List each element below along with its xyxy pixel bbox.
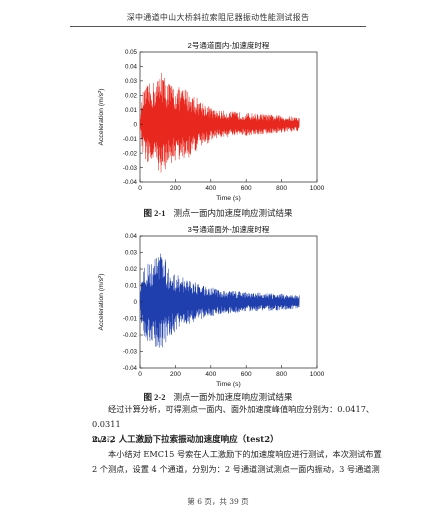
x-tick-label: 800: [276, 185, 287, 192]
x-tick-label: 400: [205, 371, 216, 378]
result-paragraph: 经过计算分析，可得测点一面内、面外加速度峰值响应分别为：0.0417、0.031…: [92, 402, 382, 447]
y-tick-label: 0.01: [125, 107, 138, 114]
x-axis-label: Time (s): [216, 381, 241, 388]
y-tick-label: 0: [134, 121, 138, 128]
x-tick-label: 0: [138, 185, 142, 192]
result-unit: m/s²。: [92, 434, 119, 444]
y-tick-label: 0.05: [125, 49, 138, 56]
y-tick-label: 0: [134, 299, 138, 306]
y-tick-label: -0.03: [123, 165, 138, 172]
y-tick-label: 0.04: [125, 64, 138, 71]
x-tick-label: 800: [276, 371, 287, 378]
y-tick-label: -0.04: [123, 365, 138, 372]
figure-1-number: 图 2-1: [143, 208, 166, 218]
figure-1-caption: 图 2-1 测点一面内加速度响应测试结果: [0, 207, 436, 219]
x-tick-label: 200: [170, 185, 181, 192]
y-tick-label: 0.03: [125, 78, 138, 85]
x-tick-label: 1000: [310, 371, 325, 378]
figure-2-text: 测点一面外加速度响应测试结果: [173, 393, 293, 403]
y-tick-label: -0.01: [123, 316, 138, 323]
y-tick-label: -0.04: [123, 179, 138, 186]
y-tick-label: 0.02: [125, 93, 138, 100]
chart-1: 2号通道面内-加速度时程 0 200 400 600 800 1000 -0.04 -0.03 -…: [98, 40, 325, 202]
y-tick-label: 0.02: [125, 266, 138, 273]
section-title: 人工激励下拉索振动加速度响应（test2）: [118, 435, 279, 445]
y-tick-label: -0.01: [123, 136, 138, 143]
y-tick-label: 0.04: [125, 233, 138, 240]
paragraph-line-2: 2 个测点，设置 4 个通道，分别为：2 号通道测试测点一面内振动，3 号通道测: [92, 464, 380, 474]
y-tick-label: -0.02: [123, 332, 138, 339]
chart-1-container: 2号通道面内-加速度时程 0 200 400 600 800 1000 -0.04 -0.03 -…: [95, 38, 345, 210]
x-tick-label: 1000: [310, 185, 325, 192]
result-text: 经过计算分析，可得测点一面内、面外加速度峰值响应分别为：0.0417、0.031…: [92, 404, 375, 429]
x-tick-label: 0: [138, 371, 142, 378]
chart-2: 3号通道面外-加速度时程 0 200 400 600 800 1000 -0.04 -0.03 -…: [98, 224, 325, 388]
x-tick-label: 200: [170, 371, 181, 378]
section-number: 2.2.2: [92, 435, 116, 445]
figure-1-text: 测点一面内加速度响应测试结果: [173, 209, 293, 219]
y-tick-label: -0.03: [123, 349, 138, 356]
chart-2-container: 3号通道面外-加速度时程 0 200 400 600 800 1000 -0.04 -0.03 -…: [95, 222, 345, 396]
signal-series: [139, 253, 300, 348]
page-footer: 第 6 页，共 39 页: [187, 497, 249, 506]
section-heading: 2.2.2 人工激励下拉索振动加速度响应（test2）: [92, 433, 279, 445]
running-header: 深中通道中山大桥斜拉索阻尼器振动性能测试报告: [70, 12, 366, 27]
x-axis-label: Time (s): [216, 195, 241, 202]
x-tick-label: 600: [241, 371, 252, 378]
y-tick-label: 0.03: [125, 250, 138, 257]
x-tick-label: 600: [241, 185, 252, 192]
body-paragraph: 本小结对 EMC15 号索在人工激励下的加速度响应进行测试，本次测试布置 2 个…: [92, 447, 382, 477]
y-tick-label: 0.01: [125, 283, 138, 290]
figure-2-caption: 图 2-2 测点一面外加速度响应测试结果: [0, 391, 436, 403]
x-tick-label: 400: [205, 185, 216, 192]
chart-title: 3号通道面外-加速度时程: [188, 224, 270, 234]
y-axis-label: Acceleration (m/s²): [98, 273, 105, 330]
chart-title: 2号通道面内-加速度时程: [188, 40, 270, 50]
y-axis-label: Acceleration (m/s²): [98, 88, 105, 145]
figure-2-number: 图 2-2: [143, 392, 166, 402]
signal-series: [139, 72, 300, 173]
y-tick-label: -0.02: [123, 150, 138, 157]
paragraph-line-1: 本小结对 EMC15 号索在人工激励下的加速度响应进行测试，本次测试布置: [108, 449, 382, 459]
